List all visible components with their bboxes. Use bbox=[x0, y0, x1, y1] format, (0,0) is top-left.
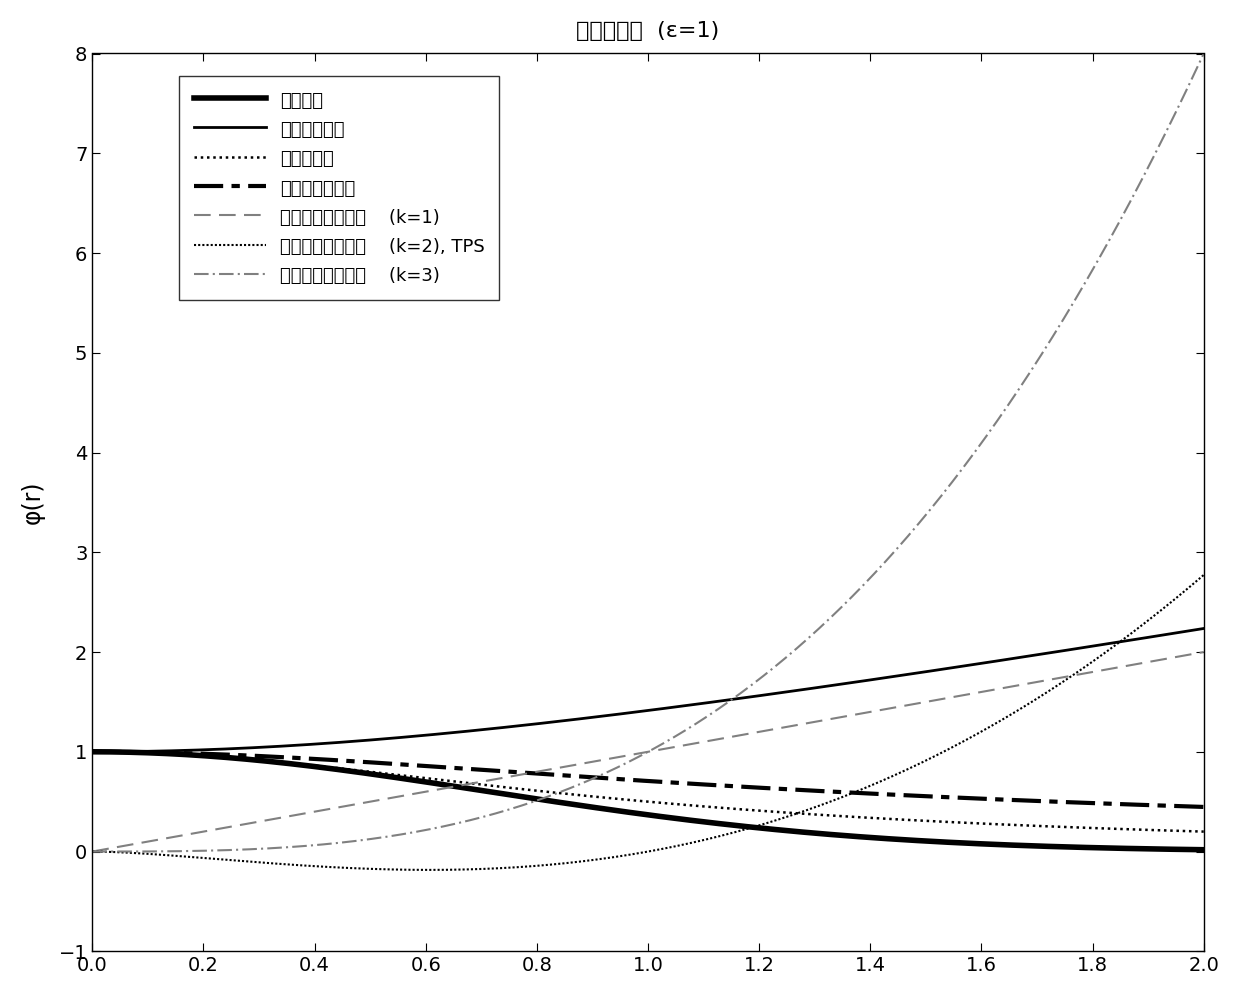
多元二次函数 bbox=[625, 706, 640, 718]
多元二次函数 bbox=[141, 745, 156, 757]
多重调和样条函数    (k=1) bbox=[1163, 652, 1178, 664]
Line: 高斯函数: 高斯函数 bbox=[92, 752, 1204, 850]
逆二次函数 bbox=[1164, 825, 1179, 837]
逆多元二次函数 bbox=[141, 746, 156, 758]
多元二次函数 bbox=[960, 659, 975, 671]
多重调和样条函数    (k=2), TPS bbox=[422, 864, 436, 875]
多重调和样条函数    (k=1) bbox=[141, 836, 156, 848]
多重调和样条函数    (k=3) bbox=[960, 456, 975, 468]
Line: 多重调和样条函数    (k=1): 多重调和样条函数 (k=1) bbox=[92, 652, 1204, 852]
多元二次函数 bbox=[1163, 627, 1178, 639]
逆多元二次函数 bbox=[84, 746, 99, 758]
Legend: 高斯函数, 多元二次函数, 逆二次函数, 逆多元二次函数, 多重调和样条函数    (k=1), 多重调和样条函数    (k=2), TPS, 多重调和样条函: 高斯函数, 多元二次函数, 逆二次函数, 逆多元二次函数, 多重调和样条函数 (… bbox=[179, 76, 500, 300]
Line: 多重调和样条函数    (k=3): 多重调和样条函数 (k=3) bbox=[92, 54, 1204, 852]
多重调和样条函数    (k=2), TPS bbox=[1197, 569, 1211, 581]
高斯函数 bbox=[1197, 844, 1211, 856]
多元二次函数 bbox=[84, 746, 99, 758]
高斯函数 bbox=[960, 838, 975, 850]
高斯函数 bbox=[1164, 844, 1179, 856]
逆二次函数 bbox=[625, 794, 640, 806]
多元二次函数 bbox=[1197, 622, 1211, 634]
多重调和样条函数    (k=3) bbox=[1164, 115, 1179, 126]
高斯函数 bbox=[141, 747, 156, 759]
Line: 逆二次函数: 逆二次函数 bbox=[92, 752, 1204, 832]
多重调和样条函数    (k=2), TPS bbox=[626, 849, 641, 861]
多重调和样条函数    (k=2), TPS bbox=[84, 846, 99, 858]
高斯函数 bbox=[596, 803, 611, 815]
高斯函数 bbox=[84, 746, 99, 758]
多重调和样条函数    (k=3) bbox=[1163, 117, 1178, 128]
多重调和样条函数    (k=3) bbox=[84, 846, 99, 858]
多重调和样条函数    (k=1) bbox=[1197, 646, 1211, 658]
逆多元二次函数 bbox=[960, 792, 975, 804]
逆二次函数 bbox=[84, 746, 99, 758]
逆二次函数 bbox=[960, 817, 975, 829]
多重调和样条函数    (k=2), TPS bbox=[961, 733, 976, 745]
Line: 逆多元二次函数: 逆多元二次函数 bbox=[92, 752, 1204, 807]
逆二次函数 bbox=[1197, 826, 1211, 838]
多重调和样条函数    (k=1) bbox=[596, 754, 611, 766]
多重调和样条函数    (k=1) bbox=[625, 749, 640, 761]
Line: 多重调和样条函数    (k=2), TPS: 多重调和样条函数 (k=2), TPS bbox=[92, 575, 1204, 870]
多重调和样条函数    (k=2), TPS bbox=[1164, 596, 1179, 608]
逆二次函数 bbox=[596, 792, 611, 804]
逆多元二次函数 bbox=[1164, 800, 1179, 812]
Title: 径向基函数  (ε=1): 径向基函数 (ε=1) bbox=[577, 21, 719, 41]
逆二次函数 bbox=[141, 747, 156, 759]
高斯函数 bbox=[625, 807, 640, 819]
Line: 多元二次函数: 多元二次函数 bbox=[92, 628, 1204, 752]
逆多元二次函数 bbox=[1163, 800, 1178, 812]
多重调和样条函数    (k=1) bbox=[84, 846, 99, 858]
逆二次函数 bbox=[1163, 825, 1178, 837]
多重调和样条函数    (k=3) bbox=[141, 846, 156, 858]
多重调和样条函数    (k=3) bbox=[596, 768, 611, 780]
多重调和样条函数    (k=3) bbox=[1197, 48, 1211, 60]
多重调和样条函数    (k=2), TPS bbox=[1164, 596, 1179, 608]
逆多元二次函数 bbox=[1197, 801, 1211, 813]
多重调和样条函数    (k=1) bbox=[960, 688, 975, 700]
逆多元二次函数 bbox=[625, 774, 640, 786]
Y-axis label: φ(r): φ(r) bbox=[21, 481, 45, 524]
多元二次函数 bbox=[1164, 627, 1179, 639]
多重调和样条函数    (k=2), TPS bbox=[596, 853, 611, 865]
高斯函数 bbox=[1163, 844, 1178, 856]
多重调和样条函数    (k=3) bbox=[625, 754, 640, 766]
逆多元二次函数 bbox=[596, 772, 611, 784]
多重调和样条函数    (k=1) bbox=[1164, 651, 1179, 663]
多重调和样条函数    (k=2), TPS bbox=[141, 848, 156, 860]
多元二次函数 bbox=[596, 710, 611, 722]
